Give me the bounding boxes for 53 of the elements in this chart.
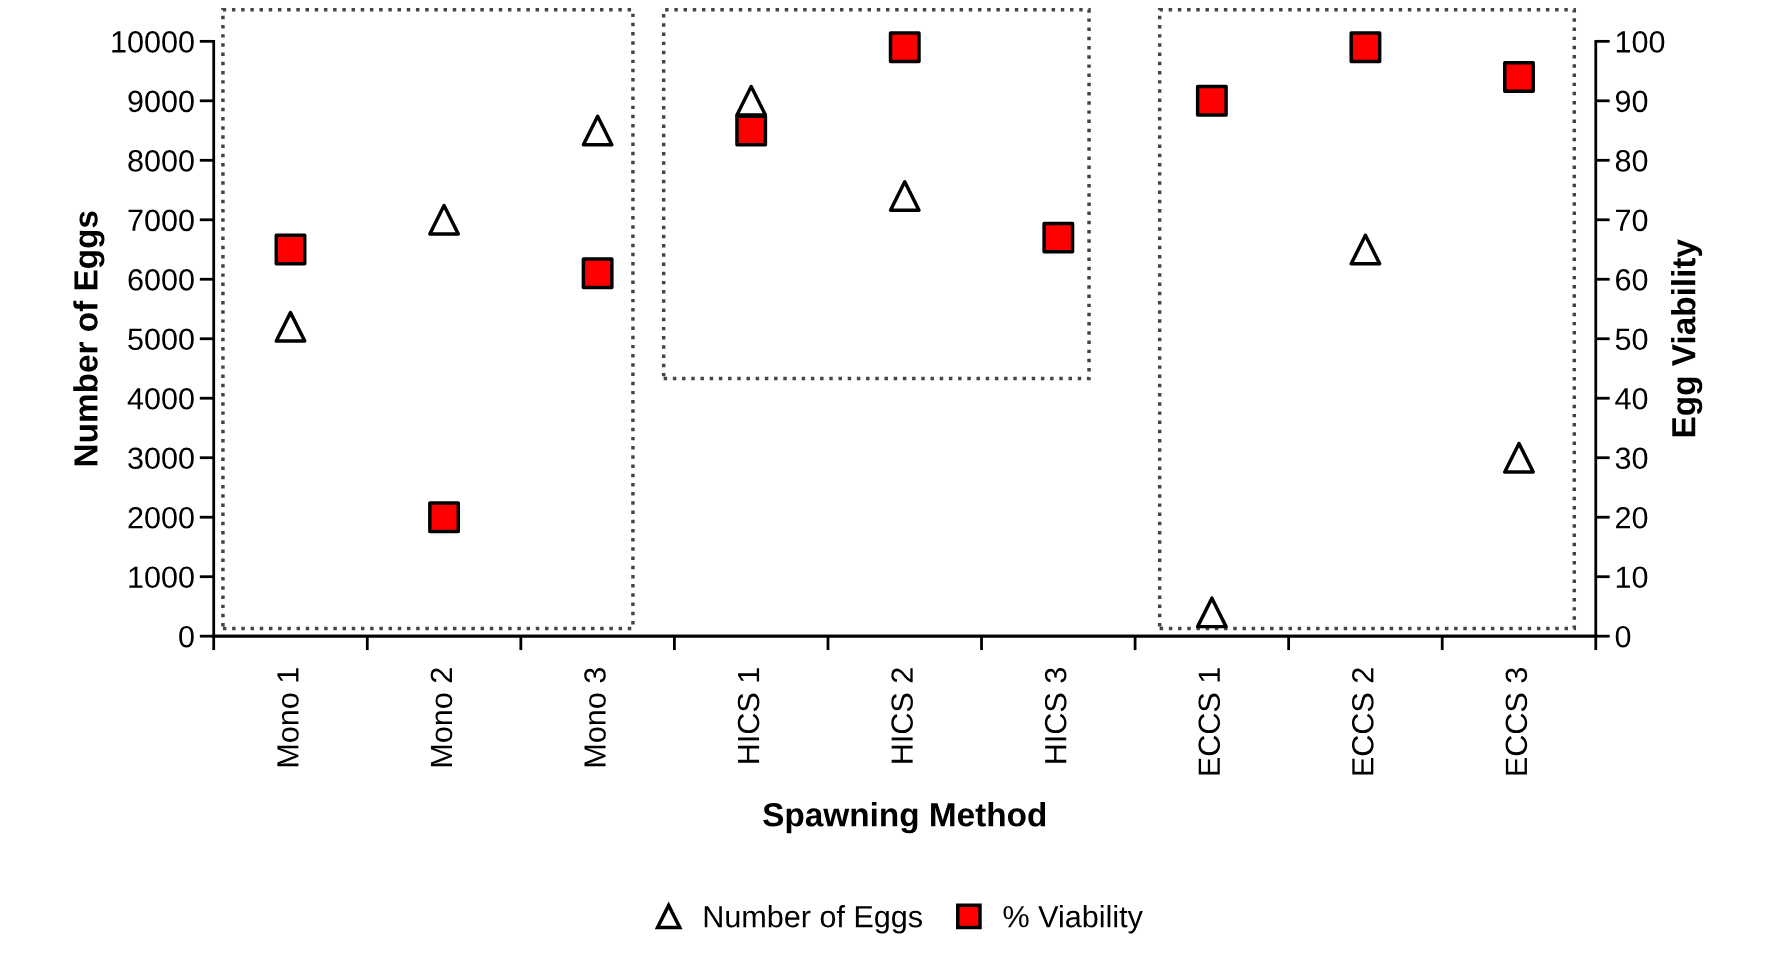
y-tick-label: 8000 <box>128 150 194 172</box>
y2-tick-label: 80 <box>1615 150 1648 172</box>
point <box>1195 84 1228 117</box>
point <box>428 203 461 236</box>
y2-tick-label: 100 <box>1616 31 1665 53</box>
point <box>428 501 461 534</box>
y-tick-label: 5000 <box>128 328 194 351</box>
point <box>1503 441 1535 474</box>
y2-tick-label: 0 <box>1615 625 1631 648</box>
y2-tick-label: 50 <box>1615 328 1648 351</box>
point <box>735 114 768 147</box>
point <box>274 233 307 266</box>
point <box>1042 221 1075 254</box>
point <box>888 31 921 64</box>
point <box>274 310 307 343</box>
y2-tick-label: 10 <box>1616 566 1648 589</box>
point <box>1349 31 1382 64</box>
legend-label: % Viability <box>1003 905 1143 934</box>
x-tick-label: Mono 2 <box>430 668 453 767</box>
point <box>1195 596 1228 629</box>
y2-tick-label: 30 <box>1615 447 1648 470</box>
x-tick-label: Mono 1 <box>277 668 299 767</box>
y-tick-label: 4000 <box>127 387 194 410</box>
y-tick-label: 7000 <box>128 209 194 232</box>
x-axis-title: Spawning Method <box>763 802 1046 834</box>
y2-tick-label: 60 <box>1616 269 1648 291</box>
point <box>581 114 614 147</box>
point <box>888 180 921 212</box>
point <box>581 257 614 290</box>
y2-tick-label: 20 <box>1616 506 1648 529</box>
y-tick-label: 2000 <box>128 506 194 529</box>
y-tick-label: 10000 <box>112 31 194 53</box>
x-tick-label: ECCS 1 <box>1198 668 1221 775</box>
y-tick-label: 3000 <box>128 447 194 470</box>
legend-label: Number of Eggs <box>704 905 922 934</box>
x-tick-label: Mono 3 <box>584 668 606 767</box>
y2-tick-label: 70 <box>1616 209 1648 232</box>
y-tick-label: 6000 <box>128 269 194 291</box>
point <box>1503 61 1535 93</box>
y-tick-label: 0 <box>179 625 194 648</box>
point <box>1349 233 1382 266</box>
y2-tick-label: 40 <box>1615 387 1648 410</box>
y-axis-title: Number of Eggs <box>73 211 105 466</box>
y2-tick-label: 90 <box>1615 90 1648 113</box>
y-tick-label: 1000 <box>129 566 194 589</box>
y2-axis-title: Egg Viability <box>1671 239 1703 437</box>
x-tick-label: HICS 3 <box>1044 668 1067 763</box>
x-tick-label: HICS 2 <box>891 668 913 763</box>
x-tick-label: HICS 1 <box>737 668 760 763</box>
y-tick-label: 9000 <box>128 90 194 113</box>
point <box>735 84 768 117</box>
x-tick-label: ECCS 3 <box>1505 668 1528 775</box>
x-tick-label: ECCS 2 <box>1352 668 1374 775</box>
